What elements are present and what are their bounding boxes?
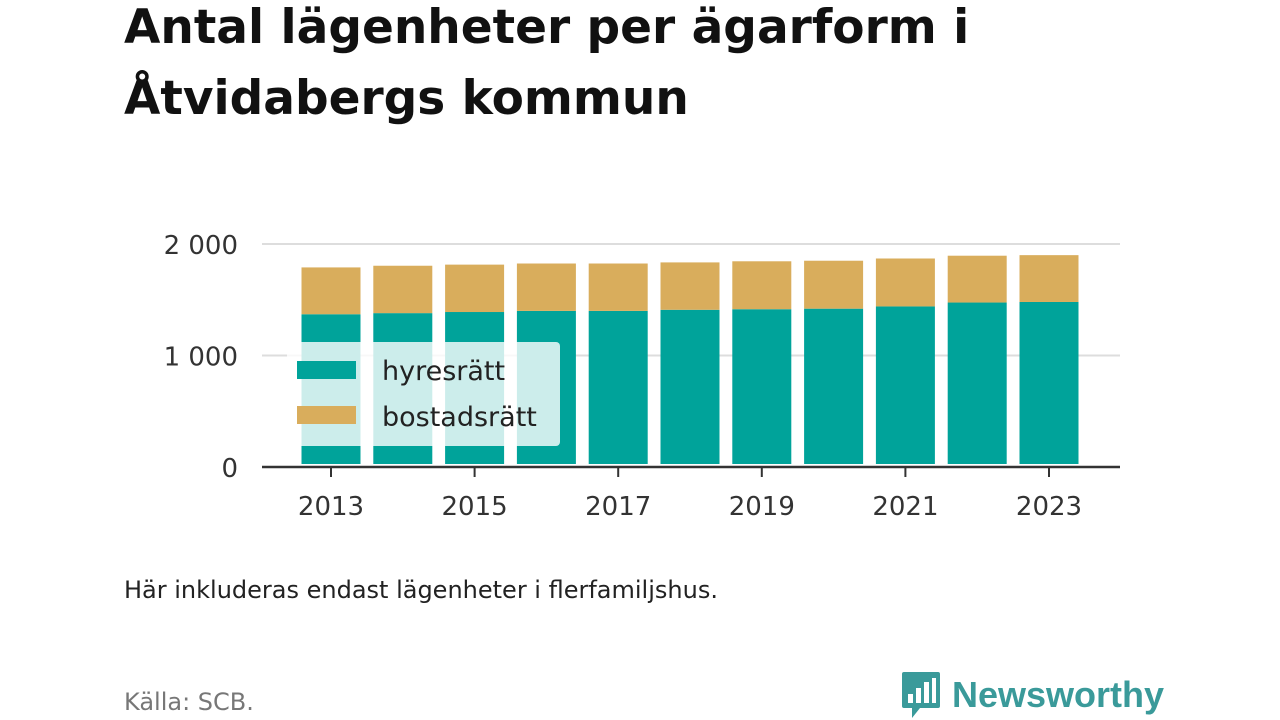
bar-bostadsratt bbox=[732, 261, 792, 310]
x-tick-label: 2015 bbox=[442, 492, 508, 522]
bar-hyresratt bbox=[660, 309, 720, 464]
x-tick-label: 2021 bbox=[872, 492, 938, 522]
y-tick-label: 2 000 bbox=[164, 231, 238, 261]
bar-hyresratt bbox=[588, 310, 648, 464]
legend-label-bostadsratt: bostadsrätt bbox=[382, 402, 537, 433]
bar-bostadsratt bbox=[588, 263, 648, 311]
y-tick-label: 0 bbox=[221, 454, 238, 484]
legend-swatch-hyresratt bbox=[297, 361, 356, 379]
bar-hyresratt bbox=[732, 309, 792, 464]
source-text: Källa: SCB. bbox=[124, 688, 254, 716]
bar-hyresratt bbox=[1019, 301, 1079, 464]
legend-swatch-bostadsratt bbox=[297, 406, 356, 424]
x-tick-label: 2023 bbox=[1016, 492, 1082, 522]
bar-hyresratt bbox=[947, 302, 1007, 464]
bar-bostadsratt bbox=[947, 255, 1007, 303]
bar-hyresratt bbox=[875, 306, 935, 464]
chart-title: Antal lägenheter per ägarform i Åtvidabe… bbox=[124, 0, 970, 126]
y-tick-label: 1 000 bbox=[164, 343, 238, 373]
bar-bostadsratt bbox=[804, 260, 864, 309]
x-tick-label: 2017 bbox=[585, 492, 651, 522]
x-tick-label: 2019 bbox=[729, 492, 795, 522]
bar-bostadsratt bbox=[1019, 255, 1079, 302]
x-tick-label: 2013 bbox=[298, 492, 364, 522]
newsworthy-logo-icon bbox=[902, 672, 940, 718]
bar-bostadsratt bbox=[875, 258, 935, 307]
newsworthy-logo-text: Newsworthy bbox=[952, 674, 1165, 715]
bar-bostadsratt bbox=[373, 265, 433, 314]
legend-label-hyresratt: hyresrätt bbox=[382, 356, 505, 387]
bar-bostadsratt bbox=[516, 263, 576, 311]
y-axis: 0 1 000 2 000 bbox=[164, 231, 238, 484]
bar-bostadsratt bbox=[660, 262, 720, 310]
newsworthy-logo[interactable]: Newsworthy bbox=[900, 670, 1164, 720]
bar-bostadsratt bbox=[445, 264, 505, 313]
x-axis: 2013 2015 2017 2019 2021 2023 bbox=[298, 467, 1082, 522]
legend: hyresrätt bostadsrätt bbox=[287, 342, 560, 446]
bar-bostadsratt bbox=[301, 267, 361, 315]
bar-hyresratt bbox=[804, 308, 864, 464]
chart-note: Här inkluderas endast lägenheter i flerf… bbox=[124, 576, 718, 604]
